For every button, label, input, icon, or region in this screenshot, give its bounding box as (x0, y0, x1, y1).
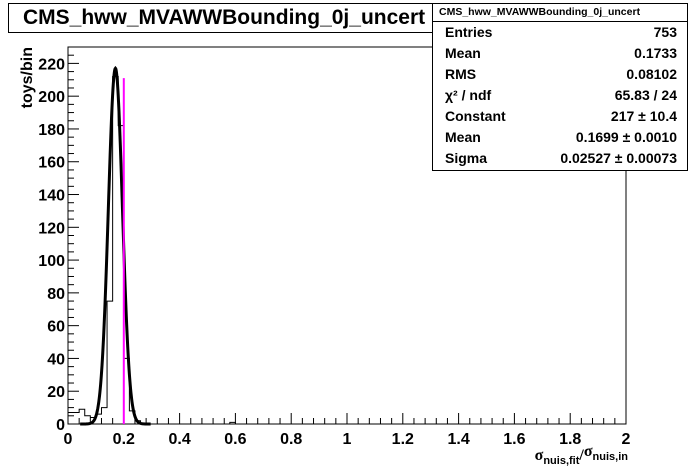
stats-value: 65.83 / 24 (614, 87, 677, 103)
stats-value: 0.1733 (634, 45, 677, 61)
y-tick-label: 40 (47, 351, 65, 368)
plot-title-text: CMS_hww_MVAWWBounding_0j_uncert (23, 6, 426, 29)
stats-value: 753 (653, 24, 677, 40)
y-tick-label: 220 (38, 56, 65, 73)
stats-label: χ² / ndf (445, 87, 492, 103)
stats-box: CMS_hww_MVAWWBounding_0j_uncert Entries … (432, 3, 688, 171)
y-tick-label: 140 (38, 188, 65, 205)
x-tick-label: 2 (622, 431, 631, 448)
y-tick-label: 160 (38, 155, 65, 172)
y-tick-label: 200 (38, 89, 65, 106)
stats-row-sigma: Sigma 0.02527 ± 0.00073 (433, 148, 687, 169)
stats-row-entries: Entries 753 (433, 22, 687, 43)
stats-row-mean: Mean 0.1733 (433, 43, 687, 64)
stats-value: 0.08102 (626, 66, 677, 82)
y-tick-label: 100 (38, 253, 65, 270)
x-tick-label: 1.4 (447, 431, 469, 448)
stats-row-chi2: χ² / ndf 65.83 / 24 (433, 85, 687, 106)
x-tick-label: 0.2 (113, 431, 135, 448)
y-tick-label: 80 (47, 286, 65, 303)
y-tick-label: 20 (47, 384, 65, 401)
y-tick-label: 60 (47, 319, 65, 336)
plot-title: CMS_hww_MVAWWBounding_0j_uncert (8, 3, 440, 33)
x-tick-label: 0 (64, 431, 73, 448)
x-tick-label: 1.2 (392, 431, 414, 448)
y-tick-label: 0 (56, 417, 65, 434)
stats-value: 0.1699 ± 0.0010 (575, 129, 677, 145)
x-tick-label: 0.6 (224, 431, 246, 448)
y-axis-label: toys/bin (19, 47, 36, 108)
x-axis-label: σnuis,fit/σnuis,in (535, 443, 629, 467)
stats-label: Mean (445, 45, 481, 61)
stats-value: 217 ± 10.4 (610, 108, 677, 124)
stats-label: Mean (445, 129, 481, 145)
x-tick-label: 1.8 (559, 431, 581, 448)
stats-label: Constant (445, 108, 506, 124)
gaussian-fit-curve (80, 65, 151, 426)
stats-label: Entries (445, 24, 493, 40)
x-tick-label: 0.4 (168, 431, 190, 448)
stats-row-rms: RMS 0.08102 (433, 64, 687, 85)
y-tick-label: 120 (38, 220, 65, 237)
stats-value: 0.02527 ± 0.00073 (560, 150, 677, 166)
stats-row-constant: Constant 217 ± 10.4 (433, 106, 687, 127)
stats-label: Sigma (445, 150, 488, 166)
x-tick-label: 1.6 (503, 431, 525, 448)
stats-label: RMS (445, 66, 477, 82)
x-tick-label: 0.8 (280, 431, 302, 448)
y-tick-label: 180 (38, 122, 65, 139)
stats-header: CMS_hww_MVAWWBounding_0j_uncert (433, 4, 687, 22)
stats-row-fit-mean: Mean 0.1699 ± 0.0010 (433, 127, 687, 148)
x-tick-label: 1 (343, 431, 352, 448)
